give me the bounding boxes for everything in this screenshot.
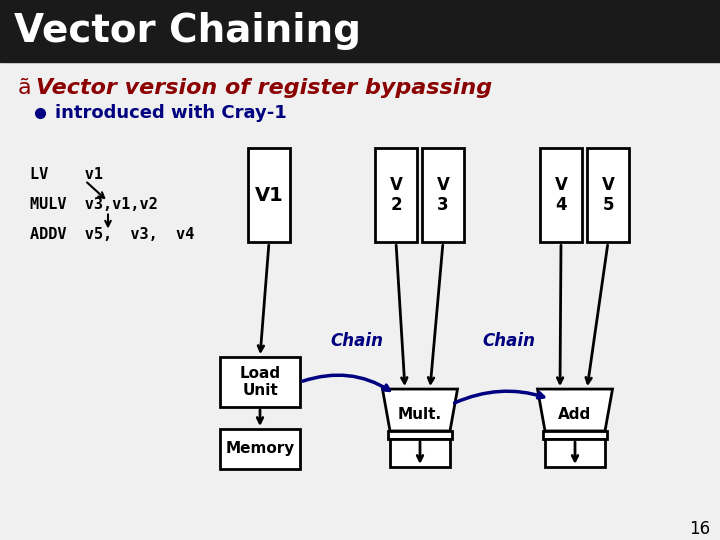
Text: introduced with Cray-1: introduced with Cray-1 [55, 104, 287, 122]
Text: Vector Chaining: Vector Chaining [14, 12, 361, 50]
Bar [587, 147, 629, 242]
Text: Load
Unit: Load Unit [240, 366, 281, 399]
Polygon shape [382, 389, 457, 431]
Text: Mult.: Mult. [398, 407, 442, 422]
Text: MULV  v3,v1,v2: MULV v3,v1,v2 [30, 197, 158, 212]
Bar [545, 439, 605, 467]
Bar [220, 357, 300, 407]
Bar [543, 431, 607, 439]
Text: V
2: V 2 [390, 176, 402, 214]
Bar [375, 147, 417, 242]
Text: ADDV  v5,  v3,  v4: ADDV v5, v3, v4 [30, 227, 194, 242]
Text: V
4: V 4 [554, 176, 567, 214]
Text: Add: Add [559, 407, 592, 422]
Bar [220, 429, 300, 469]
Text: LV    v1: LV v1 [30, 167, 103, 182]
Bar [388, 431, 452, 439]
Bar [0, 0, 720, 62]
Bar [390, 439, 450, 467]
Text: Chain: Chain [482, 332, 535, 350]
Polygon shape [538, 389, 613, 431]
Text: 16: 16 [690, 519, 711, 538]
Text: V1: V1 [255, 186, 284, 205]
Text: Memory: Memory [225, 441, 294, 456]
Text: V
5: V 5 [602, 176, 614, 214]
Bar [540, 147, 582, 242]
Bar [248, 147, 290, 242]
Text: V
3: V 3 [436, 176, 449, 214]
Text: ã: ã [18, 78, 32, 98]
Text: Vector version of register bypassing: Vector version of register bypassing [36, 78, 492, 98]
Text: Chain: Chain [330, 332, 383, 350]
Bar [422, 147, 464, 242]
